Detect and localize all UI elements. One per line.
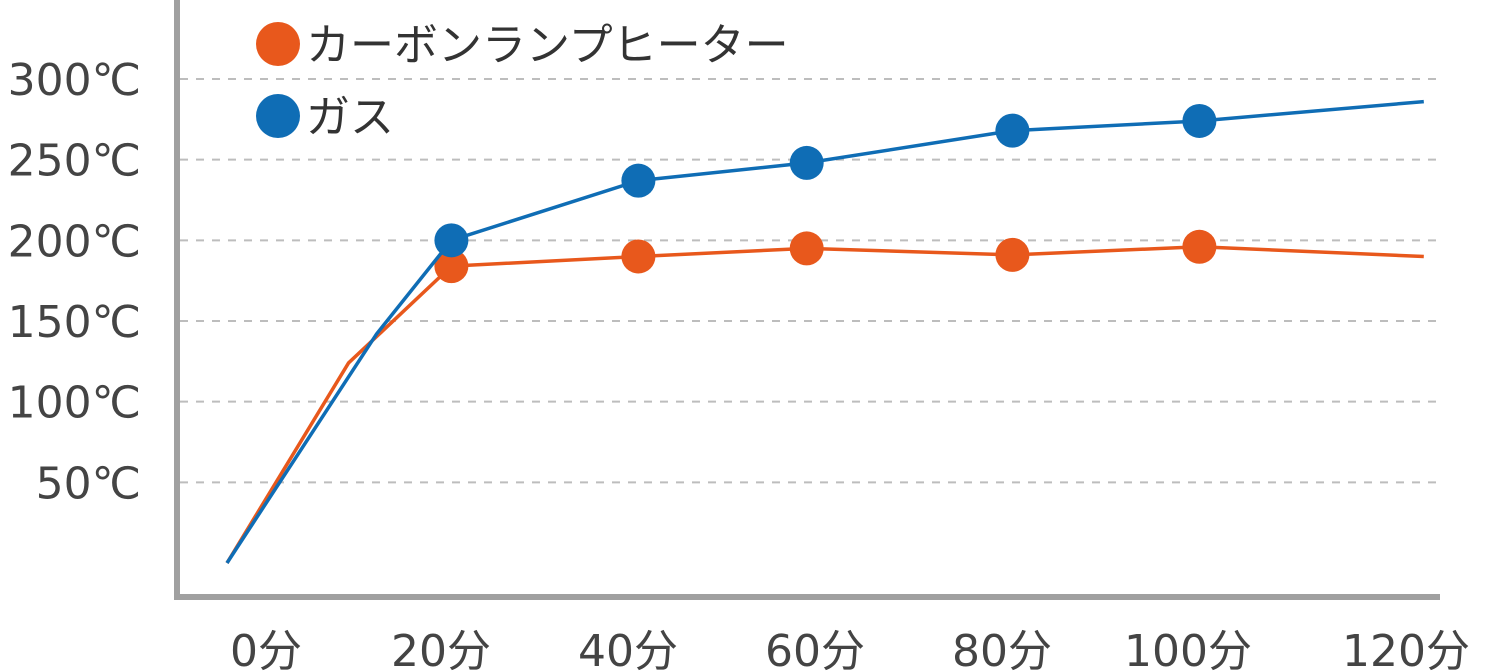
axes: [174, 0, 1440, 600]
series-0: [225, 229, 1424, 564]
y-tick-labels: 50℃ 100℃ 150℃ 200℃ 250℃ 300℃: [8, 55, 141, 509]
legend-label: カーボンランプヒーター: [306, 20, 789, 71]
data-point: [1182, 229, 1217, 264]
y-tick-label: 50℃: [36, 458, 141, 509]
data-point: [995, 237, 1030, 272]
series: [225, 99, 1424, 564]
legend-marker: [256, 22, 300, 66]
series-line: [225, 99, 1424, 564]
x-tick-label: 60分: [765, 626, 865, 672]
data-point: [1182, 103, 1217, 138]
series-line: [225, 245, 1424, 564]
x-tick-label: 0分: [230, 626, 302, 672]
data-point: [434, 249, 469, 284]
data-point: [789, 145, 824, 180]
y-tick-label: 250℃: [8, 136, 141, 187]
x-tick-labels: 0分 20分 40分 60分 80分 100分 120分: [230, 626, 1470, 672]
x-tick-label: 40分: [578, 626, 678, 672]
x-tick-label: 120分: [1342, 626, 1470, 672]
legend-marker: [256, 94, 300, 138]
series-1: [225, 99, 1424, 564]
legend-label: ガス: [306, 92, 394, 143]
y-tick-label: 150℃: [8, 297, 141, 348]
data-point: [995, 113, 1030, 148]
y-tick-label: 100℃: [8, 378, 141, 429]
data-point: [621, 163, 656, 198]
data-point: [621, 239, 656, 274]
legend-item: カーボンランプヒーター: [256, 20, 789, 71]
data-point: [434, 223, 469, 258]
y-tick-label: 300℃: [8, 55, 141, 106]
y-tick-label: 200℃: [8, 216, 141, 267]
data-point: [789, 231, 824, 266]
legend-item: ガス: [256, 92, 394, 143]
x-tick-label: 20分: [391, 626, 491, 672]
x-tick-label: 80分: [952, 626, 1052, 672]
x-tick-label: 100分: [1124, 626, 1252, 672]
